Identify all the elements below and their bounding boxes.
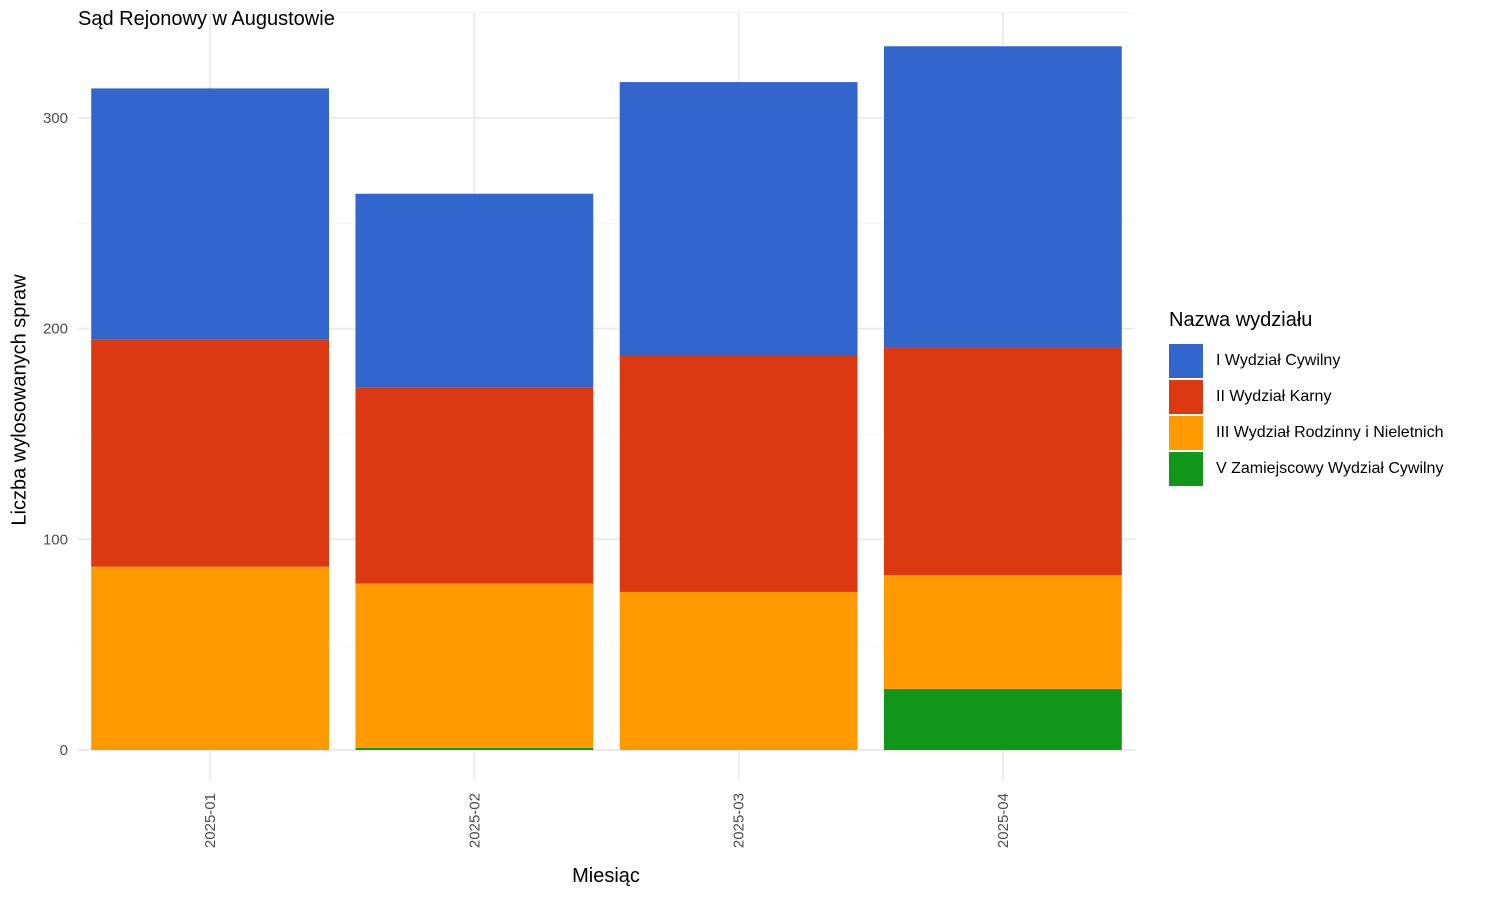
legend: Nazwa wydziału I Wydział Cywilny II Wydzi…	[1169, 309, 1444, 487]
bar-2025-04-i-wydział-cywilny	[883, 46, 1122, 348]
bar-2025-01-i-wydział-cywilny	[91, 88, 330, 340]
y-tick-label: 100	[43, 531, 68, 548]
legend-item: II Wydział Karny	[1169, 379, 1444, 415]
bar-2025-03-iii-wydział-rodzinny-i-nieletnich	[619, 591, 858, 750]
x-tick-labels: 2025-01 2025-02 2025-03 2025-04	[202, 793, 1012, 848]
bar-2025-04-ii-wydział-karny	[883, 347, 1122, 576]
y-tick-labels: 0 100 200 300	[43, 110, 68, 759]
bar-2025-02-iii-wydział-rodzinny-i-nieletnich	[355, 583, 594, 748]
legend-items: I Wydział Cywilny II Wydział Karny III Wyd…	[1169, 343, 1444, 487]
x-axis-label: Miesiąc	[572, 865, 640, 887]
legend-item: V Zamiejscowy Wydział Cywilny	[1169, 451, 1444, 487]
y-tick-label: 0	[60, 742, 68, 759]
bar-2025-02-ii-wydział-karny	[355, 387, 594, 584]
bars	[91, 46, 1122, 750]
legend-swatch	[1169, 416, 1203, 450]
legend-swatch	[1169, 344, 1203, 378]
x-tick-label: 2025-02	[466, 793, 483, 848]
bar-2025-01-iii-wydział-rodzinny-i-nieletnich	[91, 566, 330, 750]
bar-2025-04-iii-wydział-rodzinny-i-nieletnich	[883, 575, 1122, 689]
x-tick-label: 2025-04	[995, 793, 1012, 848]
legend-item: I Wydział Cywilny	[1169, 343, 1444, 379]
legend-item: III Wydział Rodzinny i Nieletnich	[1169, 415, 1444, 451]
bar-2025-01-ii-wydział-karny	[91, 339, 330, 567]
legend-label: II Wydział Karny	[1216, 388, 1332, 405]
y-tick-label: 200	[43, 321, 68, 338]
legend-label: III Wydział Rodzinny i Nieletnich	[1216, 424, 1444, 441]
chart-title: Sąd Rejonowy w Augustowie	[78, 8, 335, 30]
x-tick-label: 2025-01	[202, 793, 219, 848]
bar-2025-03-ii-wydział-karny	[619, 355, 858, 592]
y-axis-label: Liczba wylosowanych spraw	[8, 274, 31, 526]
y-tick-label: 300	[43, 110, 68, 127]
bar-2025-04-v-zamiejscowy-wydział-cywilny	[883, 688, 1122, 750]
bar-2025-02-i-wydział-cywilny	[355, 193, 594, 388]
legend-label: I Wydział Cywilny	[1216, 352, 1341, 369]
x-tick-label: 2025-03	[731, 793, 748, 848]
bar-2025-02-v-zamiejscowy-wydział-cywilny	[355, 747, 594, 750]
legend-label: V Zamiejscowy Wydział Cywilny	[1216, 460, 1444, 477]
bar-2025-03-i-wydział-cywilny	[619, 82, 858, 356]
legend-swatch	[1169, 380, 1203, 414]
legend-swatch	[1169, 452, 1203, 486]
legend-title: Nazwa wydziału	[1169, 309, 1313, 331]
